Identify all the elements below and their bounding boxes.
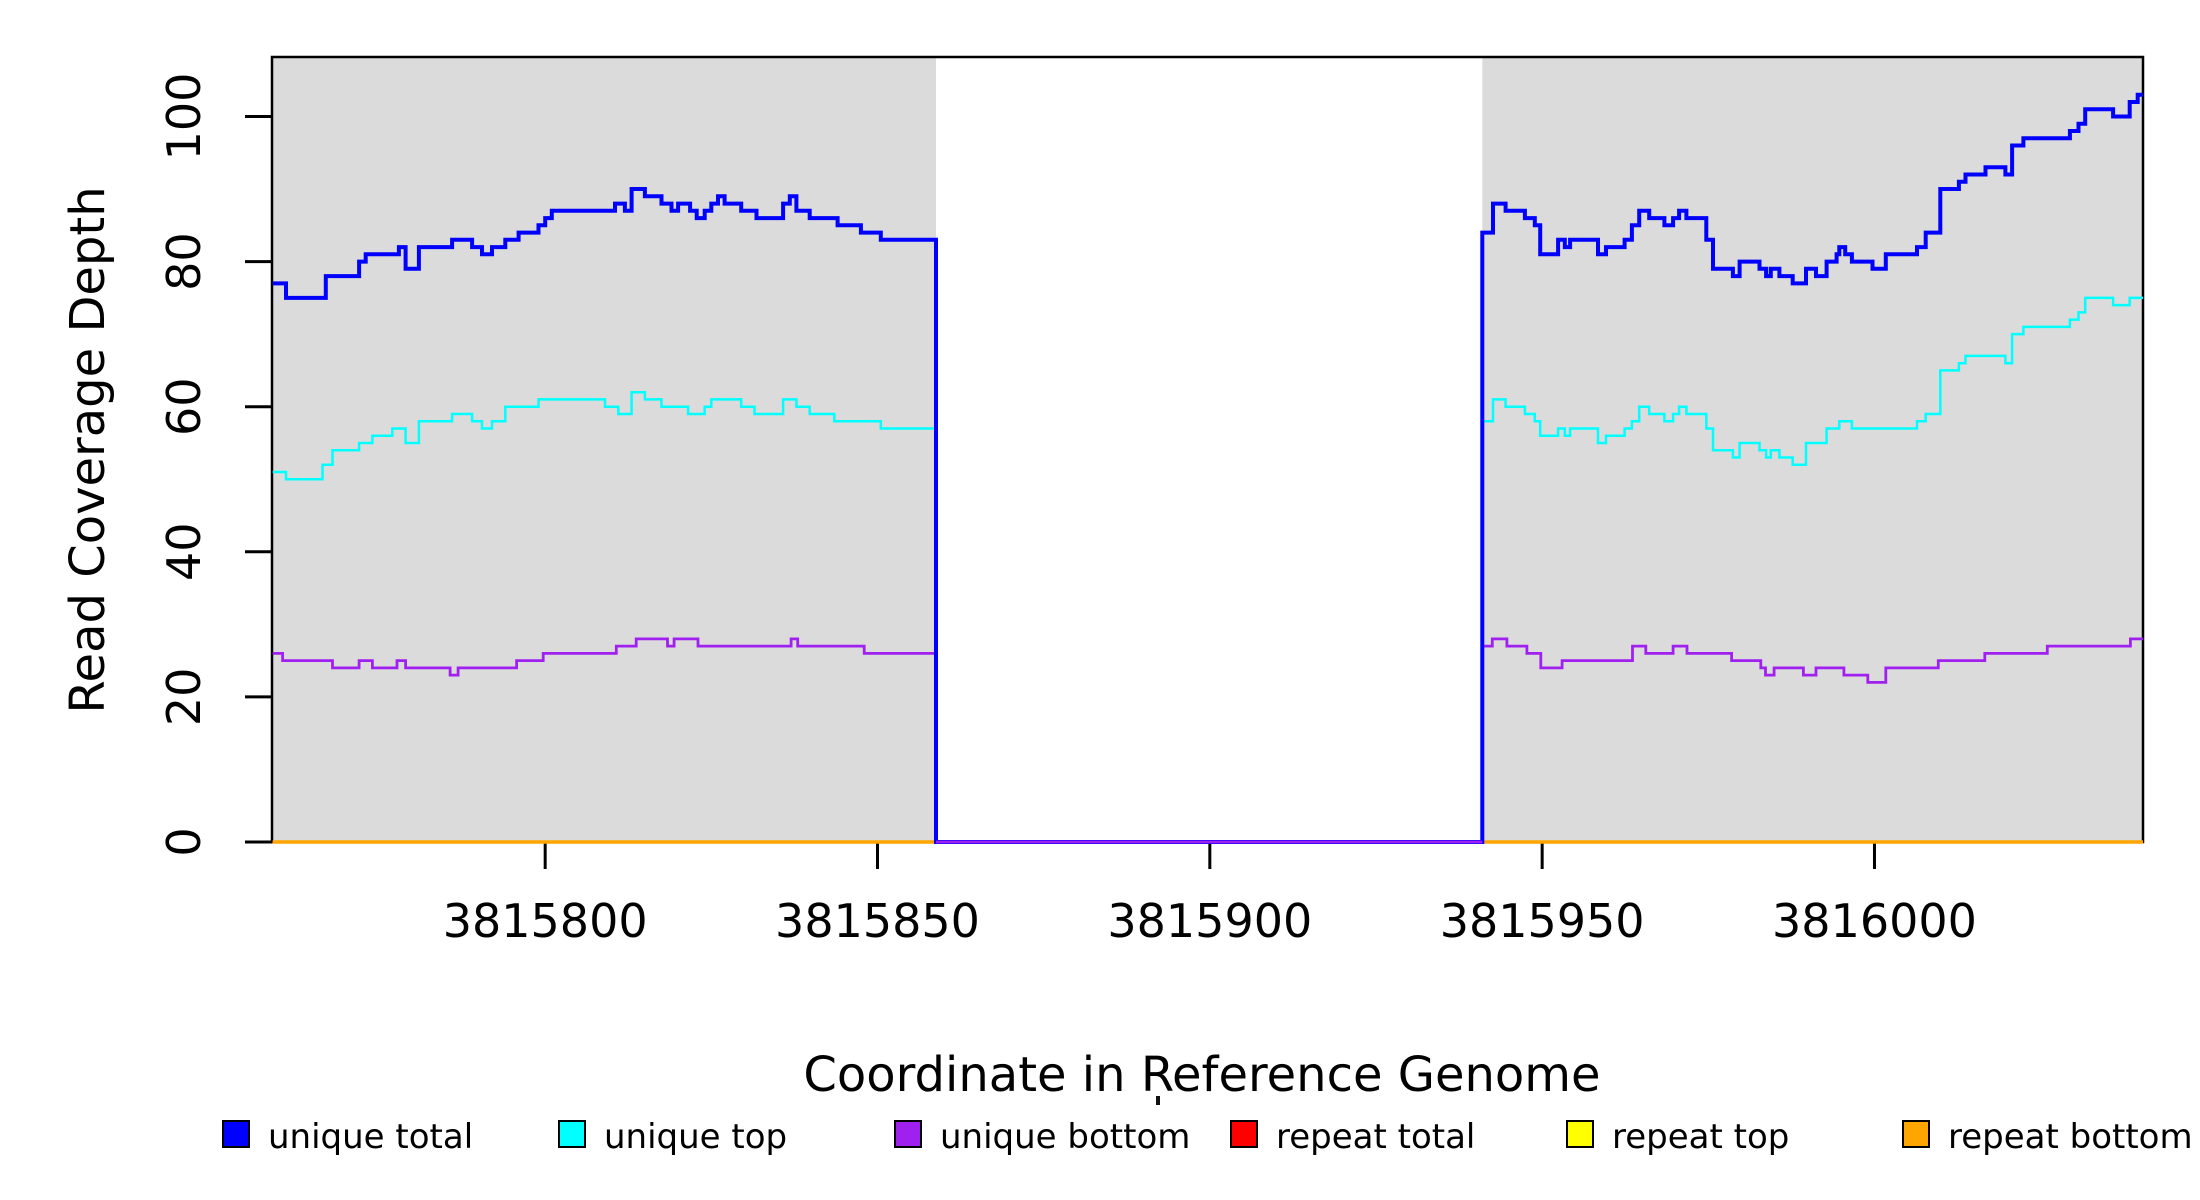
x-axis-title: Coordinate in Reference Genome [803, 1047, 1601, 1103]
y-tick-label: 60 [157, 377, 211, 436]
y-tick-label: 0 [157, 827, 211, 856]
series-line-unique-bottom [272, 637, 2143, 844]
shaded-region-right [1482, 57, 2143, 842]
y-tick-label: 80 [157, 232, 211, 291]
x-tick-label: 3815800 [443, 894, 648, 948]
x-tick-label: 3816000 [1772, 894, 1977, 948]
y-tick-label: 40 [157, 523, 211, 582]
series-line-unique-total [272, 92, 2143, 844]
y-tick-label: 100 [157, 73, 211, 161]
x-tick-label: 3815850 [775, 894, 980, 948]
x-tick-label: 3815900 [1107, 894, 1312, 948]
series-line-unique-top [272, 296, 2143, 844]
stray-mark [1156, 1096, 1160, 1105]
y-tick-label: 20 [157, 668, 211, 727]
shaded-region-left [272, 57, 936, 842]
y-axis-title: Read Coverage Depth [60, 186, 116, 714]
x-tick-label: 3815950 [1440, 894, 1645, 948]
